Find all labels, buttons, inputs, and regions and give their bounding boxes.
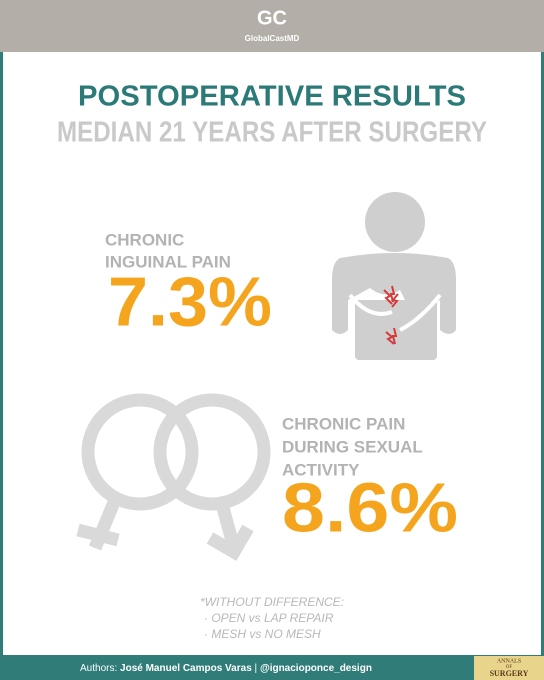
stat-label: CHRONIC PAIN bbox=[282, 414, 405, 433]
separator: | bbox=[255, 663, 258, 674]
journal-line: SURGERY bbox=[490, 669, 529, 678]
designer: @ignacioponce_design bbox=[260, 663, 372, 674]
pain-marks bbox=[383, 285, 399, 345]
title: POSTOPERATIVE RESULTS bbox=[78, 81, 466, 113]
footnote: *WITHOUT DIFFERENCE: · OPEN vs LAP REPAI… bbox=[200, 595, 344, 641]
footnote-item: · MESH vs NO MESH bbox=[204, 627, 321, 641]
stat-label: DURING SEXUAL bbox=[282, 437, 423, 456]
journal-line: ANNALS bbox=[497, 658, 521, 664]
footer-credits: Authors: José Manuel Campos Varas | @ign… bbox=[80, 663, 372, 674]
stat-label: INGUINAL PAIN bbox=[105, 252, 231, 271]
subtitle: MEDIAN 21 YEARS AFTER SURGERY bbox=[57, 117, 487, 149]
footer-bar bbox=[0, 655, 544, 680]
footnote-heading: *WITHOUT DIFFERENCE: bbox=[200, 595, 344, 609]
gender-icon bbox=[76, 393, 271, 561]
journal: ANNALS OF SURGERY bbox=[490, 658, 529, 677]
footnote-item: · OPEN vs LAP REPAIR bbox=[204, 611, 334, 625]
pain-icon-arms bbox=[348, 293, 442, 332]
stat-label: ACTIVITY bbox=[282, 460, 360, 479]
authors-label: Authors: bbox=[80, 663, 117, 674]
stat-value: 8.6% bbox=[282, 468, 458, 546]
journal-line: OF bbox=[506, 665, 513, 670]
panel bbox=[3, 52, 541, 655]
authors: José Manuel Campos Varas bbox=[120, 663, 252, 674]
journal-badge bbox=[474, 656, 544, 680]
logo: GC bbox=[257, 7, 287, 29]
stat-value: 7.3% bbox=[108, 262, 272, 340]
brand: GlobalCastMD bbox=[245, 34, 300, 43]
header-bar bbox=[0, 0, 544, 52]
stat-label: CHRONIC bbox=[105, 230, 184, 249]
